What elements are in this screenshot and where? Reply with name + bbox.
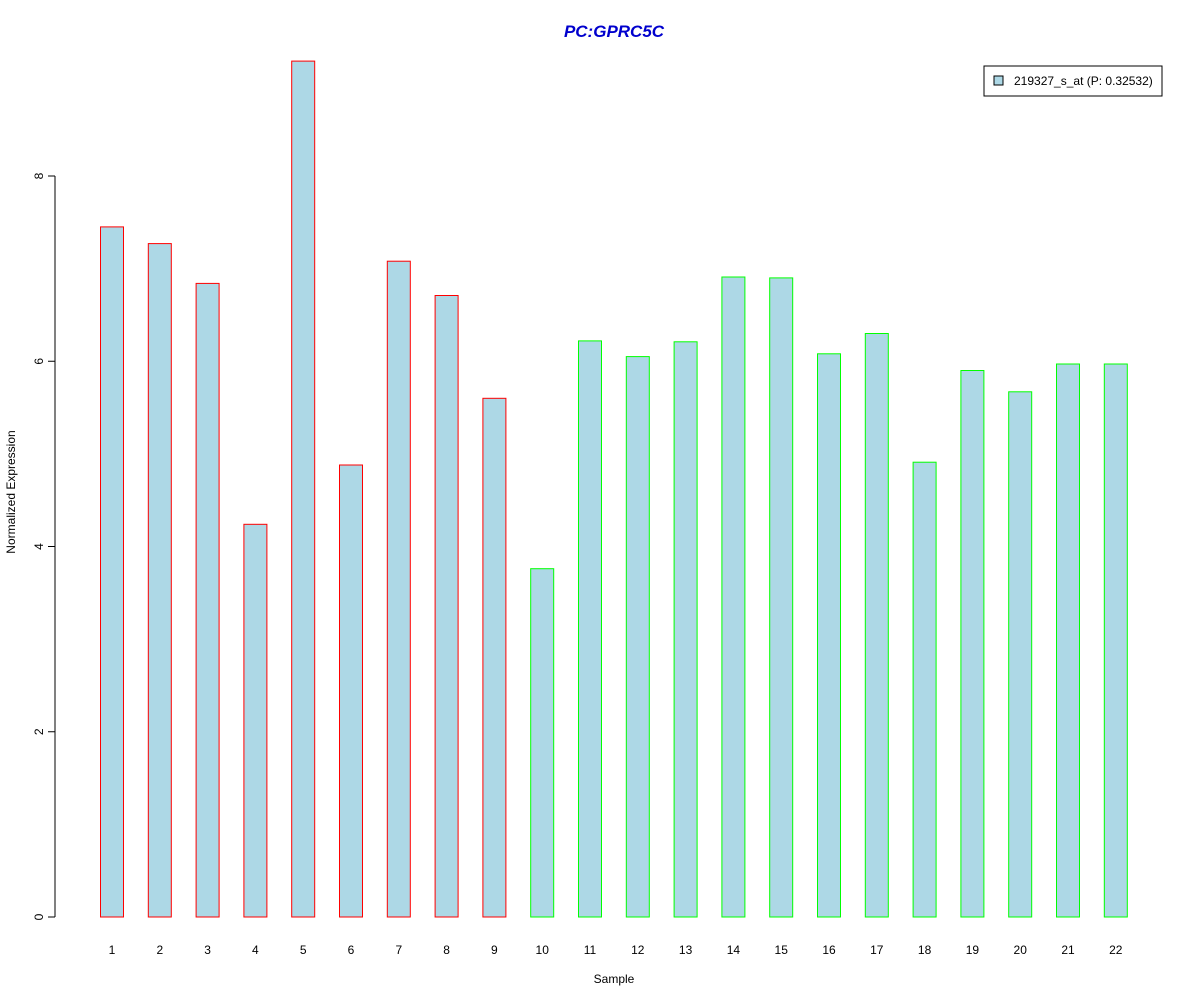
legend: 219327_s_at (P: 0.32532) xyxy=(983,65,1163,97)
bar-sample-4 xyxy=(243,523,268,918)
bar-sample-20 xyxy=(1008,391,1033,918)
bar-sample-8 xyxy=(434,295,459,918)
bars-group xyxy=(100,60,1128,918)
y-tick-label: 8 xyxy=(32,172,46,179)
bar-sample-21 xyxy=(1056,363,1080,918)
y-tick-label: 2 xyxy=(32,728,46,735)
bar-sample-17 xyxy=(864,333,889,918)
x-tick-label: 11 xyxy=(584,943,597,957)
x-tick-label: 8 xyxy=(443,943,450,957)
x-tick-label: 22 xyxy=(1109,943,1123,957)
bar-sample-15 xyxy=(769,277,794,918)
chart-title: PC:GPRC5C xyxy=(564,22,665,41)
x-tick-label: 19 xyxy=(966,943,980,957)
x-tick-label: 2 xyxy=(156,943,163,957)
bar-sample-9 xyxy=(482,397,507,918)
bar-sample-5 xyxy=(291,60,316,918)
x-tick-label: 16 xyxy=(822,943,836,957)
bar-sample-2 xyxy=(147,243,172,918)
bar-sample-18 xyxy=(912,461,937,918)
x-tick-label: 10 xyxy=(536,943,550,957)
bar-sample-11 xyxy=(578,340,602,918)
bar-sample-19 xyxy=(960,370,985,918)
y-tick-label: 0 xyxy=(32,913,46,920)
bar-sample-3 xyxy=(195,282,220,918)
bar-sample-14 xyxy=(721,276,746,918)
y-tick-label: 6 xyxy=(32,358,46,365)
bar-sample-6 xyxy=(339,464,363,918)
legend-label: 219327_s_at (P: 0.32532) xyxy=(1014,74,1153,88)
x-tick-label: 21 xyxy=(1061,943,1075,957)
x-tick-label: 3 xyxy=(204,943,211,957)
x-tick-label: 15 xyxy=(775,943,789,957)
y-axis-label: Normalized Expression xyxy=(4,430,18,553)
legend-box xyxy=(983,65,1163,97)
x-tick-label: 6 xyxy=(348,943,355,957)
y-tick-label: 4 xyxy=(32,543,46,550)
bar-sample-16 xyxy=(817,353,841,918)
x-tick-label: 20 xyxy=(1014,943,1028,957)
bar-sample-12 xyxy=(625,356,650,918)
bar-sample-13 xyxy=(673,341,698,918)
bar-sample-7 xyxy=(386,260,411,918)
y-axis: 0 2 4 6 8 xyxy=(32,172,56,920)
x-tick-label: 7 xyxy=(395,943,402,957)
bar-sample-10 xyxy=(530,568,555,918)
x-tick-label: 14 xyxy=(727,943,741,957)
x-axis-label: Sample xyxy=(594,972,635,986)
legend-swatch xyxy=(993,75,1004,86)
x-tick-label: 4 xyxy=(252,943,259,957)
bar-sample-22 xyxy=(1103,363,1128,918)
x-tick-label: 18 xyxy=(918,943,932,957)
x-tick-label: 17 xyxy=(870,943,884,957)
x-tick-label: 5 xyxy=(300,943,307,957)
x-tick-label: 1 xyxy=(109,943,116,957)
bar-sample-1 xyxy=(100,226,124,918)
x-tick-label: 13 xyxy=(679,943,693,957)
x-tick-label: 12 xyxy=(631,943,645,957)
x-tick-label: 9 xyxy=(491,943,498,957)
x-tick-labels: 1 2 3 4 5 6 7 8 9 10 11 12 13 14 15 16 17 18 19 20 21 22 xyxy=(109,943,1123,957)
